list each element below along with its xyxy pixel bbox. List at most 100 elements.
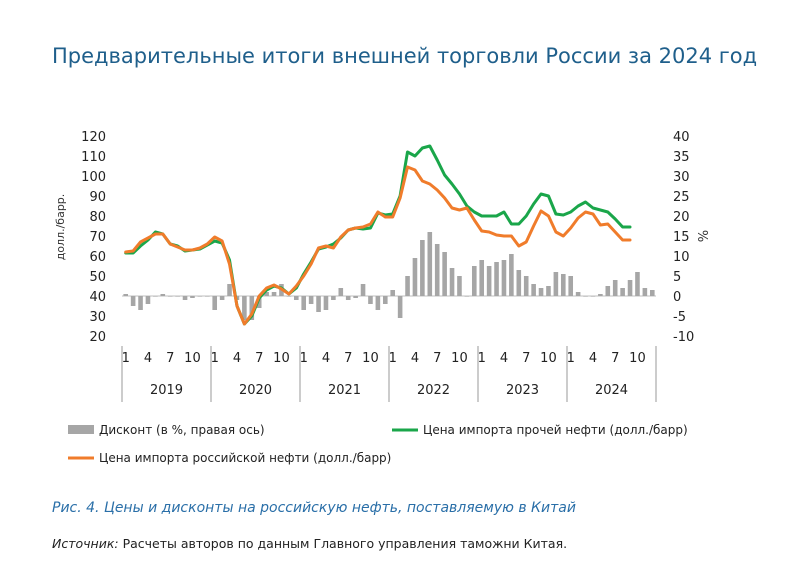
month-tick-label: 10 <box>273 351 290 366</box>
discount-bar <box>138 296 143 310</box>
discount-bar <box>308 296 314 304</box>
discount-bar <box>368 296 373 304</box>
month-tick-label: 10 <box>184 351 201 366</box>
month-tick-label: 1 <box>567 351 575 366</box>
discount-bar <box>145 296 151 304</box>
discount-bar <box>479 260 485 296</box>
right-tick-label: 0 <box>673 290 681 305</box>
left-tick-label: 80 <box>89 210 106 225</box>
month-tick-label: 1 <box>478 351 486 366</box>
discount-bar <box>575 292 581 296</box>
figure-caption: Рис. 4. Цены и дисконты на российскую не… <box>52 500 576 516</box>
month-tick-label: 7 <box>522 351 530 366</box>
right-tick-label: 40 <box>673 130 690 145</box>
legend-russian-oil-label: Цена импорта российской нефти (долл./бар… <box>99 451 391 465</box>
discount-bar <box>390 290 396 296</box>
month-tick-label: 1 <box>211 351 219 366</box>
discount-bar <box>590 296 596 297</box>
price-lines <box>124 144 632 326</box>
month-tick-label: 7 <box>255 351 263 366</box>
discount-bar <box>412 258 418 296</box>
right-tick-label: 5 <box>673 270 681 285</box>
discount-bar <box>405 276 410 296</box>
discount-bar <box>612 280 618 296</box>
discount-bar <box>560 274 566 296</box>
left-tick-label: 60 <box>89 250 106 265</box>
month-tick-label: 10 <box>540 351 557 366</box>
discount-bar <box>583 296 588 297</box>
month-tick-label: 7 <box>433 351 441 366</box>
discount-bar <box>457 276 462 296</box>
discount-bar <box>160 294 166 296</box>
discount-bar <box>501 260 507 296</box>
right-tick-label: 25 <box>673 190 690 205</box>
month-tick-label: 4 <box>233 351 241 366</box>
page-title: Предварительные итоги внешней торговли Р… <box>52 44 758 68</box>
discount-bar <box>523 276 529 296</box>
discount-bar <box>442 252 447 296</box>
discount-bar <box>397 296 403 318</box>
discount-bar <box>546 286 551 296</box>
year-label: 2023 <box>506 383 539 398</box>
year-label: 2022 <box>417 383 450 398</box>
year-label: 2021 <box>328 383 361 398</box>
discount-bar <box>301 296 307 310</box>
discount-bar <box>345 296 351 300</box>
discount-bar <box>464 296 470 297</box>
right-tick-label: 35 <box>673 150 690 165</box>
left-tick-label: 90 <box>89 190 106 205</box>
discount-bar <box>620 288 625 296</box>
discount-bar <box>175 296 180 297</box>
discount-bar <box>227 284 232 296</box>
left-axis-label: долл./барр. <box>54 194 67 261</box>
discount-bar <box>486 266 492 296</box>
discount-bar <box>434 244 440 296</box>
source-text: Расчеты авторов по данным Главного управ… <box>118 536 568 551</box>
discount-bar <box>375 296 381 310</box>
discount-bar <box>293 296 299 300</box>
right-axis-label: % <box>694 230 709 242</box>
russian-oil-line <box>124 165 632 326</box>
legend-discount-swatch <box>68 425 94 434</box>
discount-bar <box>331 296 336 300</box>
source-label: Источник: <box>52 536 119 551</box>
discount-bar <box>553 272 559 296</box>
discount-bar <box>249 296 255 320</box>
discount-bar <box>494 262 499 296</box>
discount-bar <box>316 296 321 312</box>
discount-bar <box>219 296 225 300</box>
left-tick-label: 110 <box>81 150 106 165</box>
discount-bar <box>197 296 203 297</box>
left-tick-label: 20 <box>89 330 106 345</box>
discount-bar <box>130 296 136 306</box>
left-tick-label: 50 <box>89 270 106 285</box>
discount-bar <box>531 284 536 296</box>
discount-bar <box>471 266 477 296</box>
discount-bar <box>427 232 433 296</box>
discount-bar <box>182 296 188 300</box>
discount-bar <box>538 288 544 296</box>
year-label: 2020 <box>239 383 272 398</box>
discount-bar <box>605 286 611 296</box>
discount-bar <box>242 296 247 320</box>
month-tick-label: 7 <box>344 351 352 366</box>
discount-bar <box>598 294 603 296</box>
month-tick-label: 4 <box>411 351 419 366</box>
month-tick-label: 10 <box>362 351 379 366</box>
discount-bar <box>449 268 455 296</box>
month-tick-label: 4 <box>144 351 152 366</box>
right-axis-ticks: 40 35 30 25 20 15 10 5 0 -5 -10 <box>673 130 694 345</box>
year-label: 2019 <box>150 383 183 398</box>
legend-discount-label: Дисконт (в %, правая ось) <box>99 423 265 437</box>
discount-bar <box>360 284 366 296</box>
discount-bar <box>256 296 262 308</box>
discount-bar <box>338 288 344 296</box>
year-label: 2024 <box>595 383 628 398</box>
discount-bar <box>271 292 277 296</box>
discount-bar <box>382 296 388 304</box>
left-tick-label: 30 <box>89 310 106 325</box>
discount-bar <box>627 280 633 296</box>
month-tick-label: 7 <box>611 351 619 366</box>
